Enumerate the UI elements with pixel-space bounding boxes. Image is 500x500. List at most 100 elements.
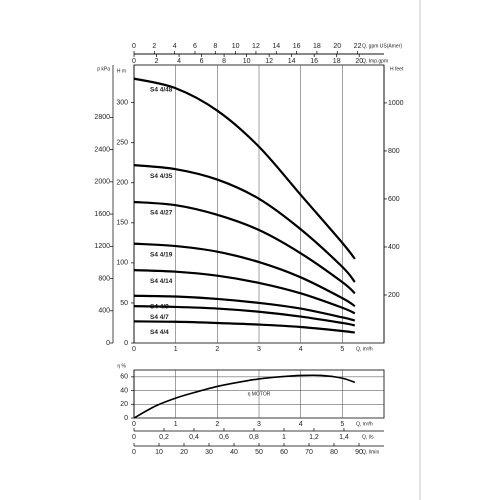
curve <box>133 374 356 419</box>
curve <box>133 294 356 322</box>
series-label: S4 4/35 <box>150 173 173 180</box>
x-tick-label: 5 <box>340 421 344 428</box>
bottom-axis-label: 40 <box>230 449 238 456</box>
x-tick-label: 2 <box>215 346 219 353</box>
x-tick-label: 3 <box>257 421 261 428</box>
x-tick-label: 5 <box>340 346 344 353</box>
bottom-axis-label: 90 <box>355 449 363 456</box>
series-label: S4 4/14 <box>150 278 173 285</box>
curve <box>133 242 356 308</box>
x-tick-label: 4 <box>299 346 303 353</box>
bottom-axis-title: Q, l/min <box>362 449 379 455</box>
curve <box>133 77 356 260</box>
y2-axis-title: H feet <box>390 66 404 72</box>
top-axis-label: 22 <box>354 43 362 50</box>
x-axis-title: Q, m³/h <box>356 421 373 427</box>
top-axis-label: 4 <box>177 58 181 65</box>
kpa-axis-label: 2400 <box>94 146 110 153</box>
series-label: S4 4/48 <box>150 86 173 93</box>
kpa-axis-label: 400 <box>98 308 110 315</box>
x-tick-label: 1 <box>174 421 178 428</box>
x-tick-label: 0 <box>132 346 136 353</box>
y-axis-label: 60 <box>120 374 128 381</box>
annotation: η MOTOR <box>248 391 271 397</box>
kpa-axis-label: 2800 <box>94 114 110 121</box>
top-axis-label: 10 <box>243 58 251 65</box>
top-axis-label: 18 <box>313 43 321 50</box>
y-axis-title: η % <box>117 363 126 369</box>
curve <box>133 268 356 315</box>
top-axis-label: 16 <box>293 43 301 50</box>
top-axis-label: 20 <box>333 43 341 50</box>
bottom-axis-label: 70 <box>305 449 313 456</box>
bottom-axis-label: 30 <box>205 449 213 456</box>
curve <box>133 164 356 283</box>
top-axis-label: 0 <box>132 43 136 50</box>
y-axis-label: 0 <box>124 415 128 422</box>
top-axis-label: 14 <box>272 43 280 50</box>
kpa-axis-title: p kPa <box>97 66 110 72</box>
x-tick-label: 3 <box>257 346 261 353</box>
y-axis-label: 300 <box>116 99 128 106</box>
y-axis-label: 0 <box>124 340 128 347</box>
x-tick-label: 0 <box>132 421 136 428</box>
kpa-axis-label: 2000 <box>94 179 110 186</box>
y2-axis-label: 1000 <box>388 100 404 107</box>
top-axis-label: 12 <box>265 58 273 65</box>
kpa-axis-label: 0 <box>106 340 110 347</box>
bottom-axis-label: 80 <box>330 449 338 456</box>
series-label: S4 4/4 <box>150 329 169 336</box>
x-tick-label: 2 <box>215 421 219 428</box>
x-tick-label: 4 <box>299 421 303 428</box>
bottom-axis-label: 0,2 <box>159 434 169 441</box>
top-axis-label: 18 <box>333 58 341 65</box>
y-axis-label: 40 <box>120 387 128 394</box>
top-axis-label: 8 <box>222 58 226 65</box>
top-axis-label: 16 <box>310 58 318 65</box>
series-label: S4 4/27 <box>150 210 173 217</box>
x-tick-label: 1 <box>174 346 178 353</box>
top-axis-label: 14 <box>288 58 296 65</box>
top-axis-label: 20 <box>355 58 363 65</box>
bottom-axis-label: 0,4 <box>189 434 199 441</box>
bottom-axis-label: 50 <box>255 449 263 456</box>
top-axis-title: Q, Imp.gpm <box>362 58 388 64</box>
y-axis-label: 200 <box>116 180 128 187</box>
y2-axis-label: 800 <box>388 148 400 155</box>
top-axis-label: 6 <box>193 43 197 50</box>
top-axis-label: 8 <box>213 43 217 50</box>
curve <box>133 320 355 334</box>
kpa-axis-label: 1600 <box>94 211 110 218</box>
top-axis-label: 2 <box>152 43 156 50</box>
y-axis-label: 100 <box>116 260 128 267</box>
bottom-axis-label: 1,2 <box>309 434 319 441</box>
top-axis-label: 12 <box>252 43 260 50</box>
y-axis-label: 50 <box>120 300 128 307</box>
bottom-axis-label: 1 <box>282 434 286 441</box>
top-axis-title: Q, gpm US(Amer) <box>362 43 402 49</box>
x-axis-title: Q, m³/h <box>356 346 373 352</box>
top-axis-label: 0 <box>132 58 136 65</box>
y-axis-label: 250 <box>116 140 128 147</box>
y2-axis-label: 400 <box>388 244 400 251</box>
y2-axis-label: 600 <box>388 196 400 203</box>
curve <box>133 305 356 327</box>
bottom-axis-label: 60 <box>280 449 288 456</box>
y2-axis-label: 200 <box>388 292 400 299</box>
kpa-axis-label: 1200 <box>94 243 110 250</box>
series-label: S4 4/7 <box>150 314 169 321</box>
bottom-axis-label: 0 <box>132 449 136 456</box>
y-axis-label: 150 <box>116 220 128 227</box>
bottom-axis-title: Q, l/s <box>362 434 374 440</box>
curve <box>133 200 356 295</box>
bottom-axis-label: 20 <box>180 449 188 456</box>
y-axis-label: 20 <box>120 401 128 408</box>
top-axis-label: 2 <box>155 58 159 65</box>
series-label: S4 4/19 <box>150 251 173 258</box>
bottom-axis-label: 1,4 <box>339 434 349 441</box>
top-axis-label: 4 <box>173 43 177 50</box>
bottom-axis-label: 0,6 <box>219 434 229 441</box>
kpa-axis-label: 800 <box>98 275 110 282</box>
top-axis-label: 10 <box>232 43 240 50</box>
